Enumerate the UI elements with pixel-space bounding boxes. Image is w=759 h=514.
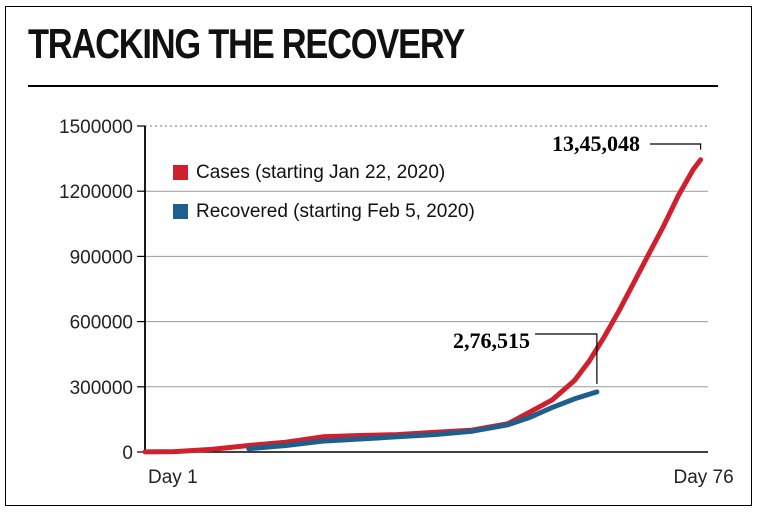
x-tick-label-end: Day 76 [673,467,733,488]
y-tick-label: 1500000 [59,117,133,138]
recovered-peak-label: 2,76,515 [453,328,530,353]
x-tick-label-start: Day 1 [148,467,198,488]
legend-label-cases: Cases (starting Jan 22, 2020) [196,162,445,183]
legend-swatch-recovered [173,204,188,219]
cases-peak-label: 13,45,048 [552,131,640,156]
cases-line [142,157,704,455]
recovered-line [246,389,600,452]
legend-swatch-cases [173,165,188,180]
x-axis-ticks: Day 1 Day 76 [148,467,734,488]
axes [144,126,708,453]
legend: Cases (starting Jan 22, 2020) Recovered (… [173,162,475,222]
grid-lines [145,125,708,388]
y-tick-label: 900000 [70,247,133,268]
title-rule [28,85,718,87]
y-tick-label: 300000 [70,378,133,399]
cases-leader-line [650,143,702,150]
legend-label-recovered: Recovered (starting Feb 5, 2020) [196,201,475,222]
chart-title: TRACKING THE RECOVERY [28,20,465,67]
y-tick-label: 1200000 [59,182,133,203]
series-lines [142,157,704,455]
y-tick-label: 0 [122,443,133,464]
y-tick-label: 600000 [70,313,133,334]
y-axis-ticks: 0 300000 600000 900000 1200000 1500000 [59,117,145,464]
annotations: 13,45,048 2,76,515 [453,131,702,384]
recovered-leader-line [535,333,598,384]
